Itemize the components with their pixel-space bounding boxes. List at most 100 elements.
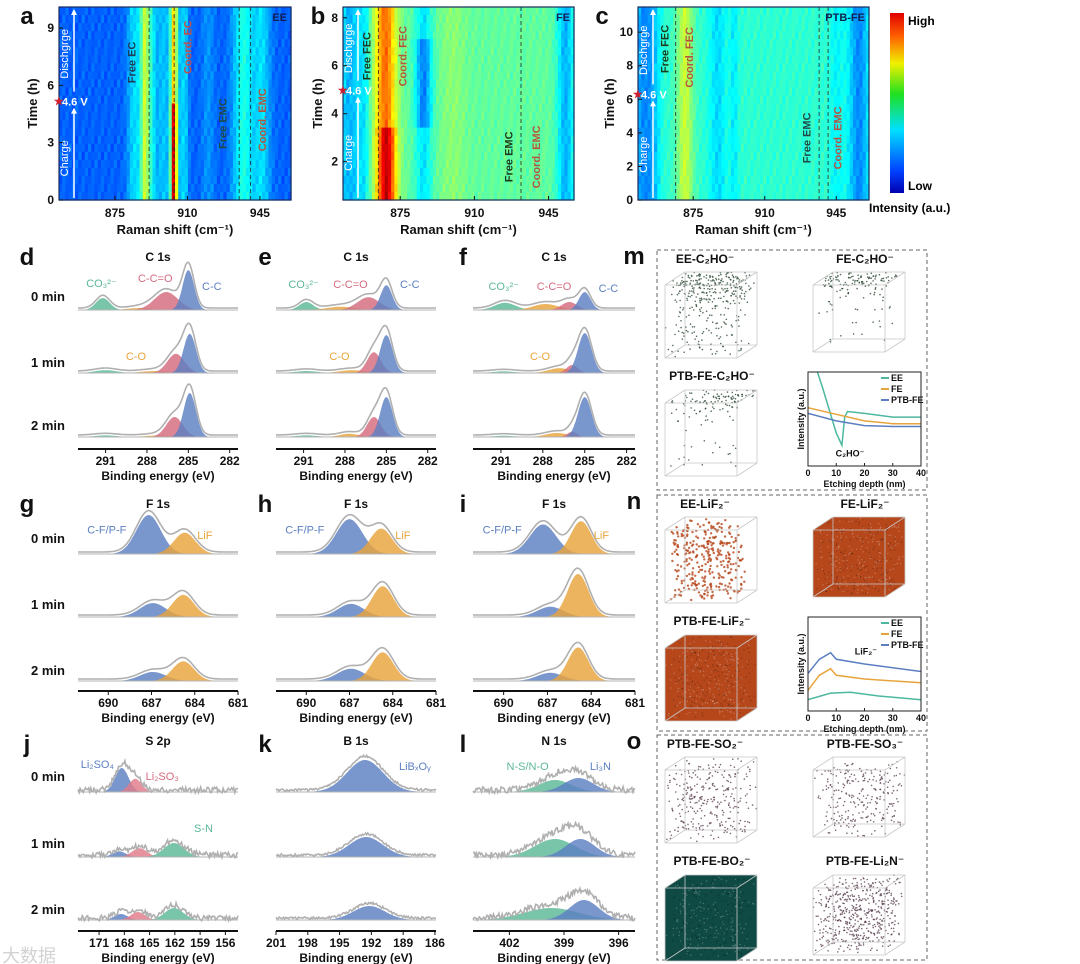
heatmap-cell: [804, 71, 809, 80]
heatmap-cell: [274, 119, 279, 129]
heatmap-cell: [561, 103, 565, 113]
heatmap-cell: [178, 143, 183, 153]
heatmap-cell: [846, 47, 851, 56]
heatmap-cell: [788, 159, 793, 169]
heatmap-cell: [852, 79, 857, 89]
heatmap-cell: [81, 7, 86, 16]
heatmap-cell: [497, 15, 501, 24]
heatmap-cell: [375, 159, 379, 169]
heatmap-cell: [236, 183, 241, 193]
heatmap-cell: [268, 183, 273, 193]
heatmap-cell: [769, 143, 774, 153]
heatmap-cell: [171, 135, 176, 145]
heatmap-cell: [708, 135, 713, 145]
heatmap-cell: [120, 55, 125, 64]
heatmap-cell: [570, 71, 575, 80]
heatmap-cell: [682, 119, 687, 129]
heatmap-cell: [862, 119, 867, 129]
heatmap-cell: [197, 159, 202, 169]
heatmap-cell: [705, 135, 710, 145]
heatmap-cell: [397, 31, 402, 40]
heatmap-cell: [423, 119, 428, 129]
heatmap-cell: [407, 143, 411, 153]
heatmap-cell: [236, 111, 241, 121]
heatmap-cell: [242, 127, 247, 137]
heatmap-cell: [452, 47, 456, 56]
heatmap-cell: [375, 87, 379, 97]
heatmap-cell: [468, 151, 472, 161]
peak-annotation: Coord. FEC: [397, 26, 409, 87]
heatmap-cell: [278, 87, 282, 97]
heatmap-cell: [152, 55, 157, 64]
star-marker-icon: ★: [337, 83, 349, 98]
heatmap-cell: [551, 63, 556, 72]
heatmap-cell: [88, 135, 92, 145]
heatmap-cell: [824, 71, 828, 80]
heatmap-cell: [100, 167, 105, 177]
heatmap-cell: [78, 71, 83, 80]
heatmap-cell: [513, 127, 517, 137]
heatmap-cell: [509, 7, 514, 16]
heatmap-cell: [191, 103, 195, 113]
heatmap-cell: [548, 111, 553, 121]
heatmap-cell: [548, 47, 553, 56]
heatmap-cell: [371, 143, 376, 153]
heatmap-cell: [756, 151, 761, 161]
heatmap-cell: [724, 151, 729, 161]
heatmap-cell: [255, 167, 260, 177]
heatmap-cell: [242, 175, 247, 185]
heatmap-cell: [513, 7, 517, 16]
heatmap-cell: [129, 7, 134, 16]
heatmap-cell: [743, 15, 748, 24]
heatmap-cell: [139, 7, 144, 16]
heatmap-cell: [442, 39, 447, 48]
heatmap-cell: [666, 111, 671, 121]
heatmap-cell: [471, 159, 476, 169]
heatmap-cell: [65, 71, 70, 80]
heatmap-cell: [242, 135, 247, 145]
heatmap-cell: [865, 47, 870, 56]
heatmap-cell: [445, 87, 450, 97]
heatmap-cell: [570, 159, 575, 169]
heatmap-cell: [570, 7, 575, 16]
heatmap-cell: [226, 175, 231, 185]
heatmap-cell: [120, 79, 125, 89]
heatmap-cell: [88, 31, 92, 40]
heatmap-cell: [397, 191, 402, 201]
heatmap-cell: [477, 39, 482, 48]
heatmap-cell: [471, 167, 476, 177]
heatmap-cell: [365, 79, 370, 89]
heatmap-cell: [824, 143, 828, 153]
heatmap-cell: [384, 135, 389, 145]
heatmap-cell: [862, 63, 867, 72]
heatmap-cell: [734, 143, 739, 153]
heatmap-cell: [191, 7, 195, 16]
heatmap-cell: [506, 95, 511, 105]
heatmap-cell: [804, 23, 809, 32]
heatmap-cell: [223, 103, 228, 113]
heatmap-cell: [763, 47, 767, 56]
heatmap-cell: [204, 15, 208, 24]
heatmap-cell: [660, 95, 665, 105]
heatmap-cell: [359, 7, 363, 16]
heatmap-cell: [843, 151, 848, 161]
heatmap-cell: [484, 175, 488, 185]
heatmap-cell: [181, 87, 186, 97]
heatmap-cell: [129, 111, 134, 121]
heatmap-cell: [149, 71, 154, 80]
heatmap-cell: [278, 55, 282, 64]
heatmap-cell: [750, 55, 755, 64]
heatmap-cell: [352, 191, 357, 201]
heatmap-cell: [763, 135, 767, 145]
heatmap-cell: [474, 39, 479, 48]
heatmap-cell: [509, 167, 514, 177]
heatmap-cell: [852, 23, 857, 32]
heatmap-cell: [865, 111, 870, 121]
heatmap-cell: [500, 135, 505, 145]
heatmap-cell: [75, 159, 79, 169]
heatmap-cell: [226, 135, 231, 145]
heatmap-cell: [120, 15, 125, 24]
heatmap-cell: [432, 111, 437, 121]
heatmap-cell: [538, 47, 543, 56]
heatmap-cell: [852, 159, 857, 169]
